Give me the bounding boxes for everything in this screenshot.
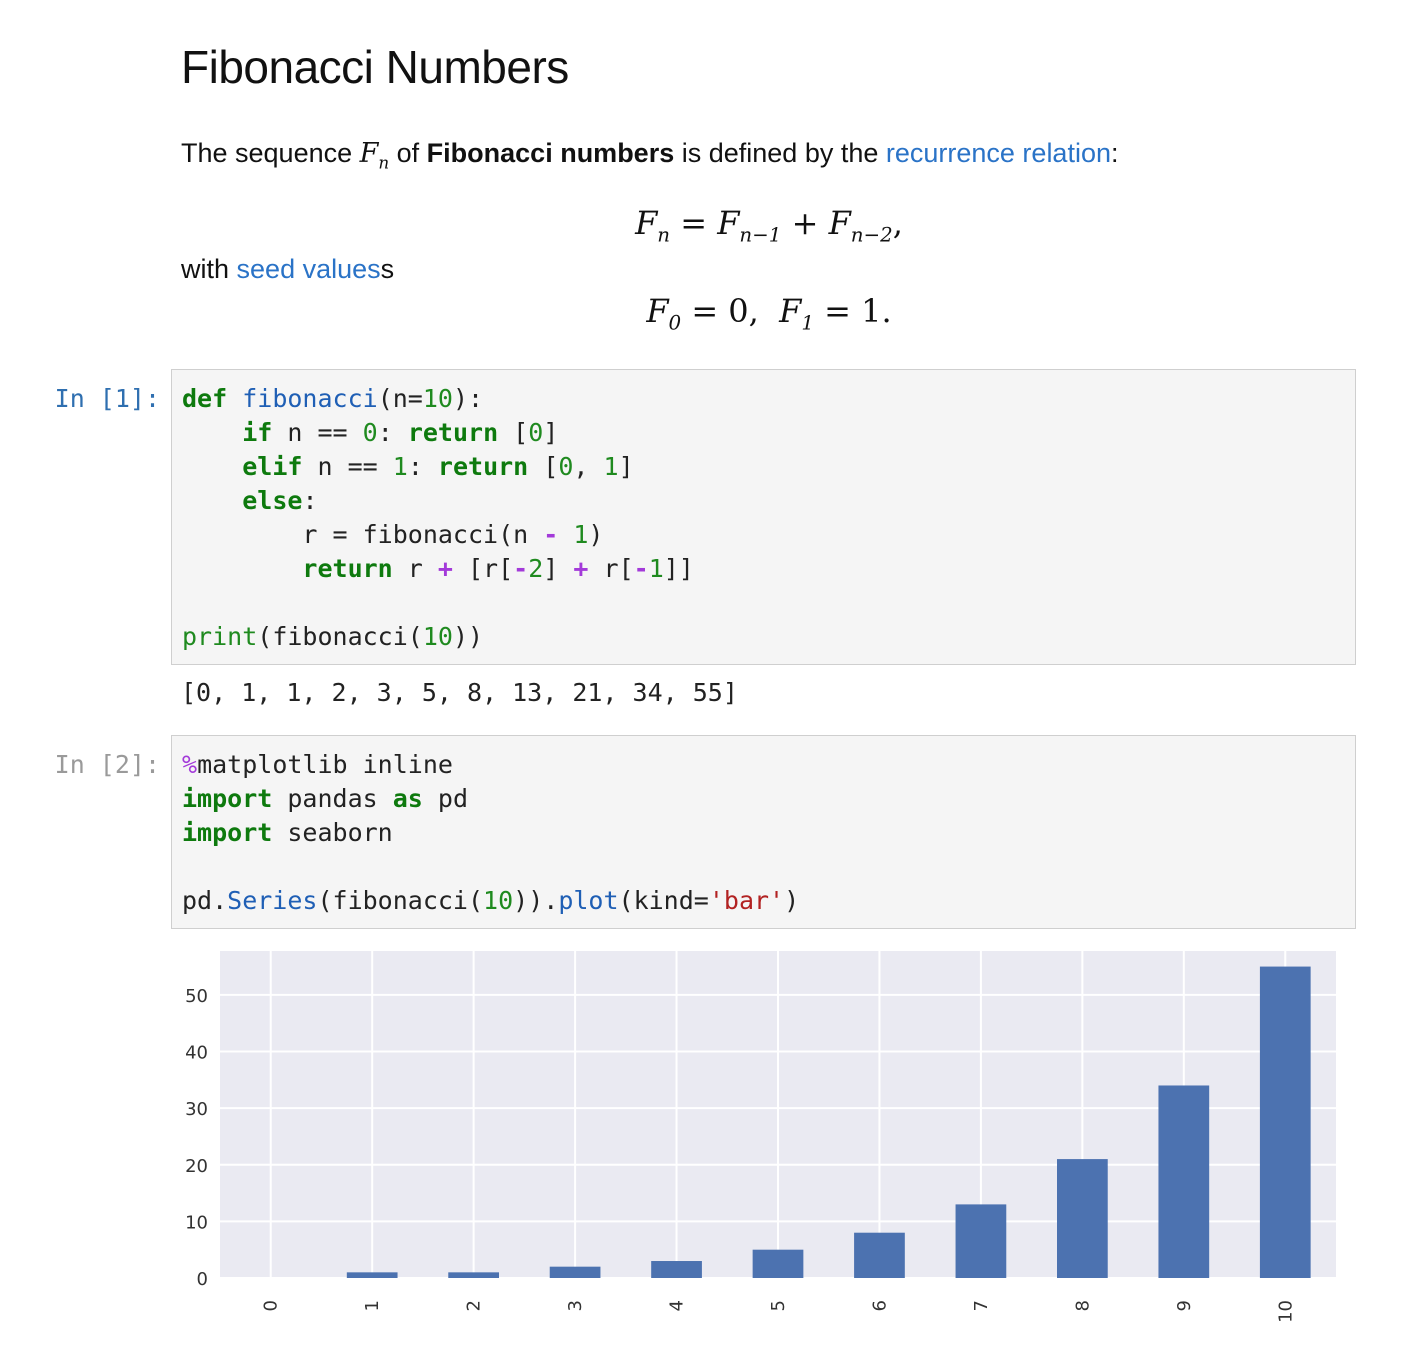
notebook-title: Fibonacci Numbers bbox=[181, 41, 569, 93]
bar bbox=[549, 1266, 601, 1278]
intro-text-post: is defined by the bbox=[674, 138, 886, 168]
code-cell-1-source[interactable]: def fibonacci(n=10): if n == 0: return [… bbox=[182, 384, 694, 651]
intro-text-pre: The sequence bbox=[181, 138, 360, 168]
bar bbox=[651, 1261, 702, 1278]
y-tick-label: 50 bbox=[185, 986, 208, 1007]
seed-equation: F0 = 0, F1 = 1. bbox=[646, 292, 892, 335]
bar-chart-output: 0 10 20 30 40 50 0 1 2 3 4 5 6 7 8 9 10 bbox=[171, 935, 1356, 1350]
x-tick-label: 0 bbox=[261, 1300, 282, 1311]
y-tick-label: 40 bbox=[185, 1043, 208, 1064]
y-tick-label: 0 bbox=[197, 1269, 208, 1290]
code-cell-2[interactable]: %matplotlib inline import pandas as pd i… bbox=[171, 735, 1356, 929]
intro-bold: Fibonacci numbers bbox=[426, 138, 675, 168]
bar bbox=[448, 1272, 499, 1278]
bar bbox=[955, 1204, 1007, 1278]
x-tick-label: 7 bbox=[971, 1300, 992, 1311]
intro-text-mid: of bbox=[389, 138, 427, 168]
x-tick-label: 4 bbox=[667, 1300, 688, 1311]
cell-1-prompt: In [1]: bbox=[54, 384, 160, 413]
fn-symbol: Fn bbox=[359, 138, 390, 173]
code-cell-1[interactable]: def fibonacci(n=10): if n == 0: return [… bbox=[171, 369, 1356, 665]
bar bbox=[1259, 966, 1311, 1278]
bar bbox=[346, 1272, 398, 1278]
seed-paragraph: with seed valuess bbox=[181, 254, 395, 284]
recurrence-relation-link[interactable]: recurrence relation bbox=[885, 138, 1111, 168]
recurrence-equation: Fn = Fn−1 + Fn−2, bbox=[635, 204, 903, 247]
y-tick-label: 10 bbox=[185, 1212, 208, 1233]
bar bbox=[752, 1249, 804, 1278]
cell-1-output: [0, 1, 1, 2, 3, 5, 8, 13, 21, 34, 55] bbox=[181, 678, 738, 707]
cell-2-prompt: In [2]: bbox=[54, 750, 160, 779]
x-tick-label: 2 bbox=[464, 1300, 485, 1311]
bar bbox=[1158, 1085, 1210, 1278]
bar-chart: 0 10 20 30 40 50 0 1 2 3 4 5 6 7 8 9 10 bbox=[185, 951, 1336, 1323]
x-tick-label: 6 bbox=[869, 1300, 890, 1311]
y-tick-label: 20 bbox=[185, 1156, 208, 1177]
x-tick-label: 9 bbox=[1174, 1300, 1195, 1311]
code-cell-2-source[interactable]: %matplotlib inline import pandas as pd i… bbox=[182, 750, 800, 915]
x-tick-label: 1 bbox=[362, 1300, 383, 1311]
y-tick-label: 30 bbox=[185, 1099, 208, 1120]
x-tick-label: 10 bbox=[1275, 1300, 1296, 1323]
seed-values-link[interactable]: seed values bbox=[236, 254, 381, 284]
intro-paragraph: The sequence Fn of Fibonacci numbers is … bbox=[181, 138, 1119, 173]
bar bbox=[854, 1232, 905, 1278]
x-tick-label: 5 bbox=[768, 1300, 789, 1311]
x-tick-label: 8 bbox=[1072, 1300, 1093, 1311]
bar bbox=[1057, 1159, 1108, 1278]
x-tick-label: 3 bbox=[565, 1300, 586, 1311]
